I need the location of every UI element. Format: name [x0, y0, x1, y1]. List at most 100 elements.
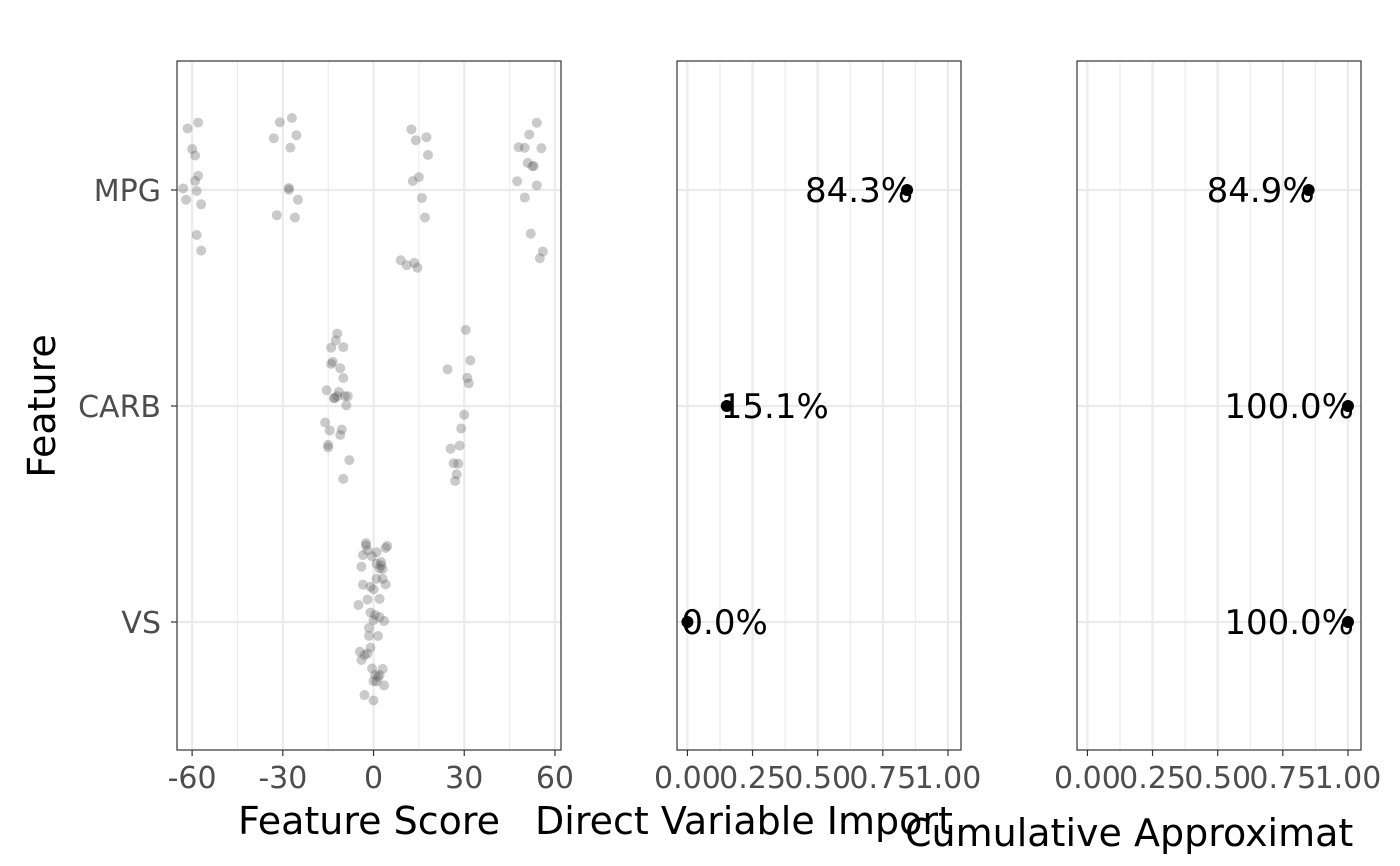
x-tick-label: 0.25 [719, 761, 786, 796]
data-point-carb [333, 386, 344, 397]
data-point-vs [356, 561, 367, 572]
data-point-carb [459, 409, 470, 420]
panel-border [676, 60, 962, 751]
data-point-mpg [190, 150, 201, 161]
data-point-vs [376, 557, 387, 568]
data-point-vs [356, 654, 367, 665]
panel-border [1076, 60, 1362, 751]
data-point-vs [367, 663, 378, 674]
y-axis-title: Feature [20, 334, 64, 478]
data-point-mpg [536, 143, 547, 154]
data-label-vs: 100.0% [1224, 603, 1354, 643]
data-point-vs [370, 610, 381, 621]
data-point-mpg [524, 129, 535, 140]
data-point-mpg [289, 212, 300, 223]
importance-point-mpg [901, 184, 914, 196]
x-tick-label: 60 [536, 761, 574, 796]
data-point-mpg [407, 176, 418, 187]
data-point-vs [368, 676, 379, 687]
data-point-carb [448, 458, 459, 469]
data-label-mpg: 84.3% [805, 171, 913, 211]
x-tick-label: -30 [258, 761, 307, 796]
data-point-carb [465, 355, 476, 366]
data-point-vs [380, 542, 391, 553]
data-label-mpg: 84.9% [1207, 171, 1315, 211]
data-point-mpg [527, 161, 538, 172]
panel-direct-variable-importance: 0.000.250.500.751.00 84.3% 15.1% 0.0% Direct… [535, 60, 981, 843]
data-point-vs [373, 630, 384, 641]
data-point-vs [374, 593, 385, 604]
data-point-mpg [512, 176, 523, 187]
data-point-carb [456, 423, 467, 434]
data-point-vs [377, 663, 388, 674]
data-point-vs [368, 584, 379, 595]
data-point-mpg [522, 157, 533, 168]
data-point-vs [362, 594, 373, 605]
data-point-mpg [513, 142, 524, 153]
data-point-mpg [531, 117, 542, 128]
data-point-mpg [416, 193, 427, 204]
panel-cumulative-approximation: 0.000.250.500.751.0084.9%100.0%100.0%Cum… [905, 60, 1382, 855]
importance-point-mpg [1302, 184, 1315, 196]
data-point-vs [354, 646, 365, 657]
x-tick-label: 1.00 [1315, 761, 1382, 796]
data-point-carb [451, 469, 462, 480]
importance-point-carb [720, 400, 733, 412]
data-point-vs [367, 551, 378, 562]
data-point-mpg [525, 228, 536, 239]
data-point-carb [330, 335, 341, 346]
importance-point-vs [681, 616, 694, 628]
data-point-mpg [410, 135, 421, 146]
data-point-vs [377, 563, 388, 574]
data-point-carb [320, 417, 331, 428]
data-point-vs [362, 648, 373, 659]
data-point-carb [341, 400, 352, 411]
data-point-mpg [274, 117, 285, 128]
data-point-mpg [286, 113, 297, 124]
x-axis-title: Feature Score [238, 799, 500, 843]
data-point-vs [374, 612, 385, 623]
data-point-carb [342, 391, 353, 402]
data-point-vs [371, 547, 382, 558]
data-point-mpg [519, 142, 530, 153]
data-point-mpg [531, 180, 542, 191]
data-point-vs [371, 573, 382, 584]
data-point-carb [324, 425, 335, 436]
data-point-vs [365, 642, 376, 653]
data-point-vs [374, 669, 385, 680]
data-point-mpg [291, 130, 302, 141]
panel-border [176, 60, 562, 751]
x-tick-label: 0 [364, 761, 383, 796]
panel-feature-score: -60 -30 0 30 60 Feature Score [168, 60, 574, 843]
data-point-carb [338, 473, 349, 484]
data-point-mpg [537, 246, 548, 257]
data-point-vs [364, 630, 374, 641]
data-point-mpg [395, 255, 406, 266]
x-tick-label: 0.50 [1184, 761, 1251, 796]
data-point-vs [365, 607, 376, 618]
data-point-carb [336, 424, 347, 435]
data-point-carb [338, 342, 349, 353]
data-point-mpg [181, 194, 192, 205]
data-point-vs [353, 599, 364, 610]
data-point-vs [365, 581, 376, 592]
data-point-mpg [401, 260, 412, 271]
data-point-carb [327, 356, 338, 367]
data-point-mpg [196, 199, 207, 210]
data-point-carb [453, 458, 464, 469]
data-point-mpg [422, 149, 433, 160]
data-point-mpg [193, 170, 204, 181]
data-point-mpg [534, 253, 545, 264]
data-point-vs [370, 669, 381, 680]
x-tick-label: 0.50 [784, 761, 851, 796]
data-point-mpg [271, 210, 282, 221]
data-point-vs [371, 676, 382, 687]
data-point-carb [329, 393, 340, 404]
data-point-carb [332, 328, 343, 339]
data-point-mpg [191, 186, 202, 197]
data-point-mpg [178, 183, 189, 194]
data-point-mpg [283, 184, 294, 195]
data-point-carb [332, 391, 343, 402]
data-point-mpg [421, 132, 432, 143]
